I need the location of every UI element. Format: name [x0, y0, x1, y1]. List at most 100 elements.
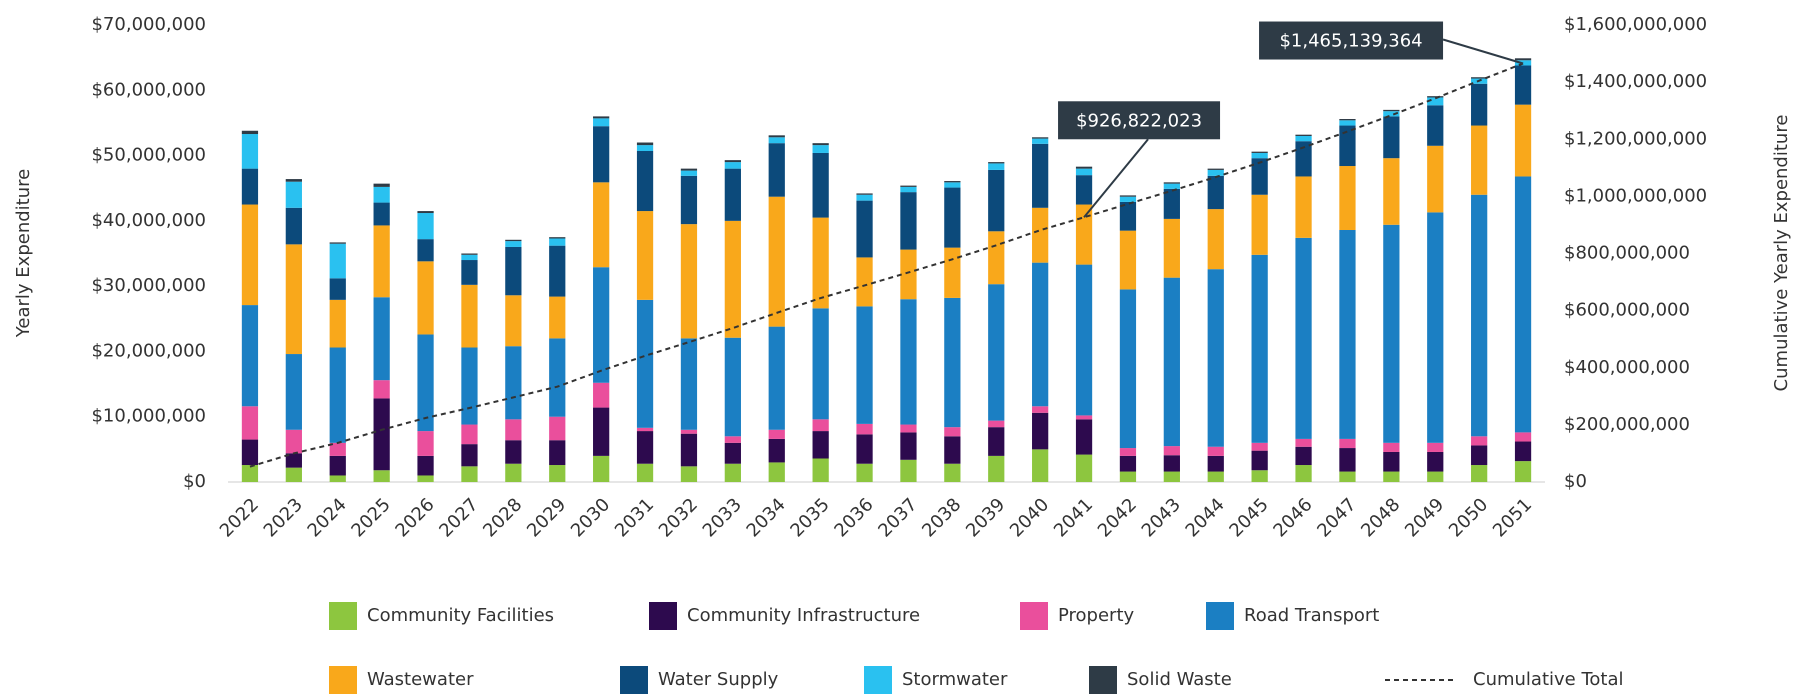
bar-segment: [593, 118, 610, 127]
bar-segment: [417, 455, 434, 476]
bar-segment: [1032, 449, 1049, 482]
bar-segment: [768, 196, 785, 327]
bar-segment: [549, 237, 566, 239]
x-tick-label: 2049: [1401, 494, 1448, 541]
bar-segment: [373, 183, 390, 187]
bar-segment: [285, 179, 302, 182]
bar-segment: [285, 181, 302, 208]
bar-segment: [1032, 138, 1049, 144]
y2-tick-label: $800,000,000: [1564, 243, 1690, 264]
bar-segment: [680, 224, 698, 339]
bar-segment: [768, 137, 785, 144]
bar-segment: [768, 326, 785, 430]
y2-tick-label: $1,000,000,000: [1564, 185, 1707, 206]
annotation-leader: [1083, 138, 1149, 218]
x-tick-label: 2028: [479, 494, 526, 541]
bar-segment: [900, 459, 917, 482]
bar-segment: [680, 170, 698, 176]
bar-segment: [593, 182, 610, 268]
bar-segment: [944, 427, 961, 437]
bar-segment: [1075, 166, 1093, 169]
bar-segment: [549, 296, 566, 339]
bar-segment: [1032, 406, 1049, 413]
bar-segment: [1383, 111, 1400, 117]
bar-segment: [549, 245, 566, 297]
x-tick-label: 2027: [435, 494, 482, 541]
bar-segment: [1163, 182, 1180, 184]
bar-segment: [1471, 77, 1488, 79]
x-tick-label: 2039: [962, 494, 1009, 541]
bar-segment: [768, 429, 785, 439]
y-tick-label: $50,000,000: [91, 145, 206, 166]
bar-segment: [1339, 119, 1356, 121]
x-tick-label: 2038: [918, 494, 965, 541]
bar-segment: [461, 284, 478, 348]
bar-segment: [1295, 438, 1312, 447]
bar-segment: [417, 211, 434, 214]
bar-segment: [944, 297, 961, 428]
bar-segment: [1339, 448, 1356, 472]
y2-tick-label: $200,000,000: [1564, 414, 1690, 435]
bar-segment: [1075, 168, 1093, 176]
x-tick-label: 2031: [611, 494, 658, 541]
y-tick-label: $30,000,000: [91, 275, 206, 296]
x-tick-label: 2022: [216, 494, 263, 541]
bar-segment: [285, 429, 302, 454]
bar-segment: [329, 475, 346, 482]
bar-segment: [1295, 446, 1312, 466]
bar-segment: [724, 436, 741, 443]
bar-segment: [636, 151, 654, 212]
bar-segment: [1339, 471, 1356, 482]
y-tick-label: $20,000,000: [91, 340, 206, 361]
bar-segment: [1032, 207, 1049, 263]
bar-segment: [505, 346, 522, 420]
bar-segment: [1207, 169, 1224, 176]
legend-label: Stormwater: [902, 669, 1008, 690]
y2-tick-label: $0: [1564, 471, 1587, 492]
x-tick-label: 2034: [743, 494, 790, 541]
bar-segment: [636, 463, 654, 482]
bar-segment: [856, 306, 873, 424]
bar-segment: [724, 337, 741, 437]
bar-segment: [417, 431, 434, 456]
bar-segment: [1427, 451, 1444, 472]
bar-segment: [900, 185, 917, 187]
bar-segment: [505, 246, 522, 296]
bar-segment: [988, 420, 1005, 428]
bar-segment: [1471, 445, 1488, 466]
bar-segment: [812, 431, 829, 459]
bar-segment: [988, 427, 1005, 456]
bar-segment: [241, 204, 259, 306]
bar-segment: [1251, 158, 1268, 195]
bar-segment: [724, 162, 741, 169]
bar-segment: [944, 436, 961, 464]
bar-segment: [636, 211, 654, 300]
bar-segment: [1383, 158, 1400, 225]
bar-segment: [900, 186, 917, 193]
legend-swatch: [1020, 602, 1048, 630]
bar-segment: [1383, 451, 1400, 472]
bar-segment: [593, 455, 610, 482]
bar-segment: [1295, 134, 1312, 136]
bar-segment: [1471, 436, 1488, 446]
bar-segment: [1295, 135, 1312, 142]
bar-segment: [812, 419, 829, 432]
bar-segment: [768, 135, 785, 138]
bar-segment: [1163, 183, 1180, 189]
bar-segment: [724, 220, 741, 338]
legend-label: Property: [1058, 605, 1135, 626]
bar-segment: [900, 432, 917, 460]
bar-segment: [680, 429, 698, 434]
bar-segment: [1251, 470, 1268, 482]
legend-label: Community Infrastructure: [687, 605, 920, 626]
bar-segment: [329, 278, 346, 300]
bar-segment: [1295, 141, 1312, 177]
bar-segment: [768, 462, 785, 482]
legend-swatch: [329, 602, 357, 630]
bar-segment: [1032, 143, 1049, 208]
x-tick-label: 2045: [1225, 494, 1272, 541]
y2-tick-label: $600,000,000: [1564, 300, 1690, 321]
bar-segment: [1032, 262, 1049, 407]
bar-segment: [549, 338, 566, 417]
annotation-label: $1,465,139,364: [1279, 31, 1422, 52]
